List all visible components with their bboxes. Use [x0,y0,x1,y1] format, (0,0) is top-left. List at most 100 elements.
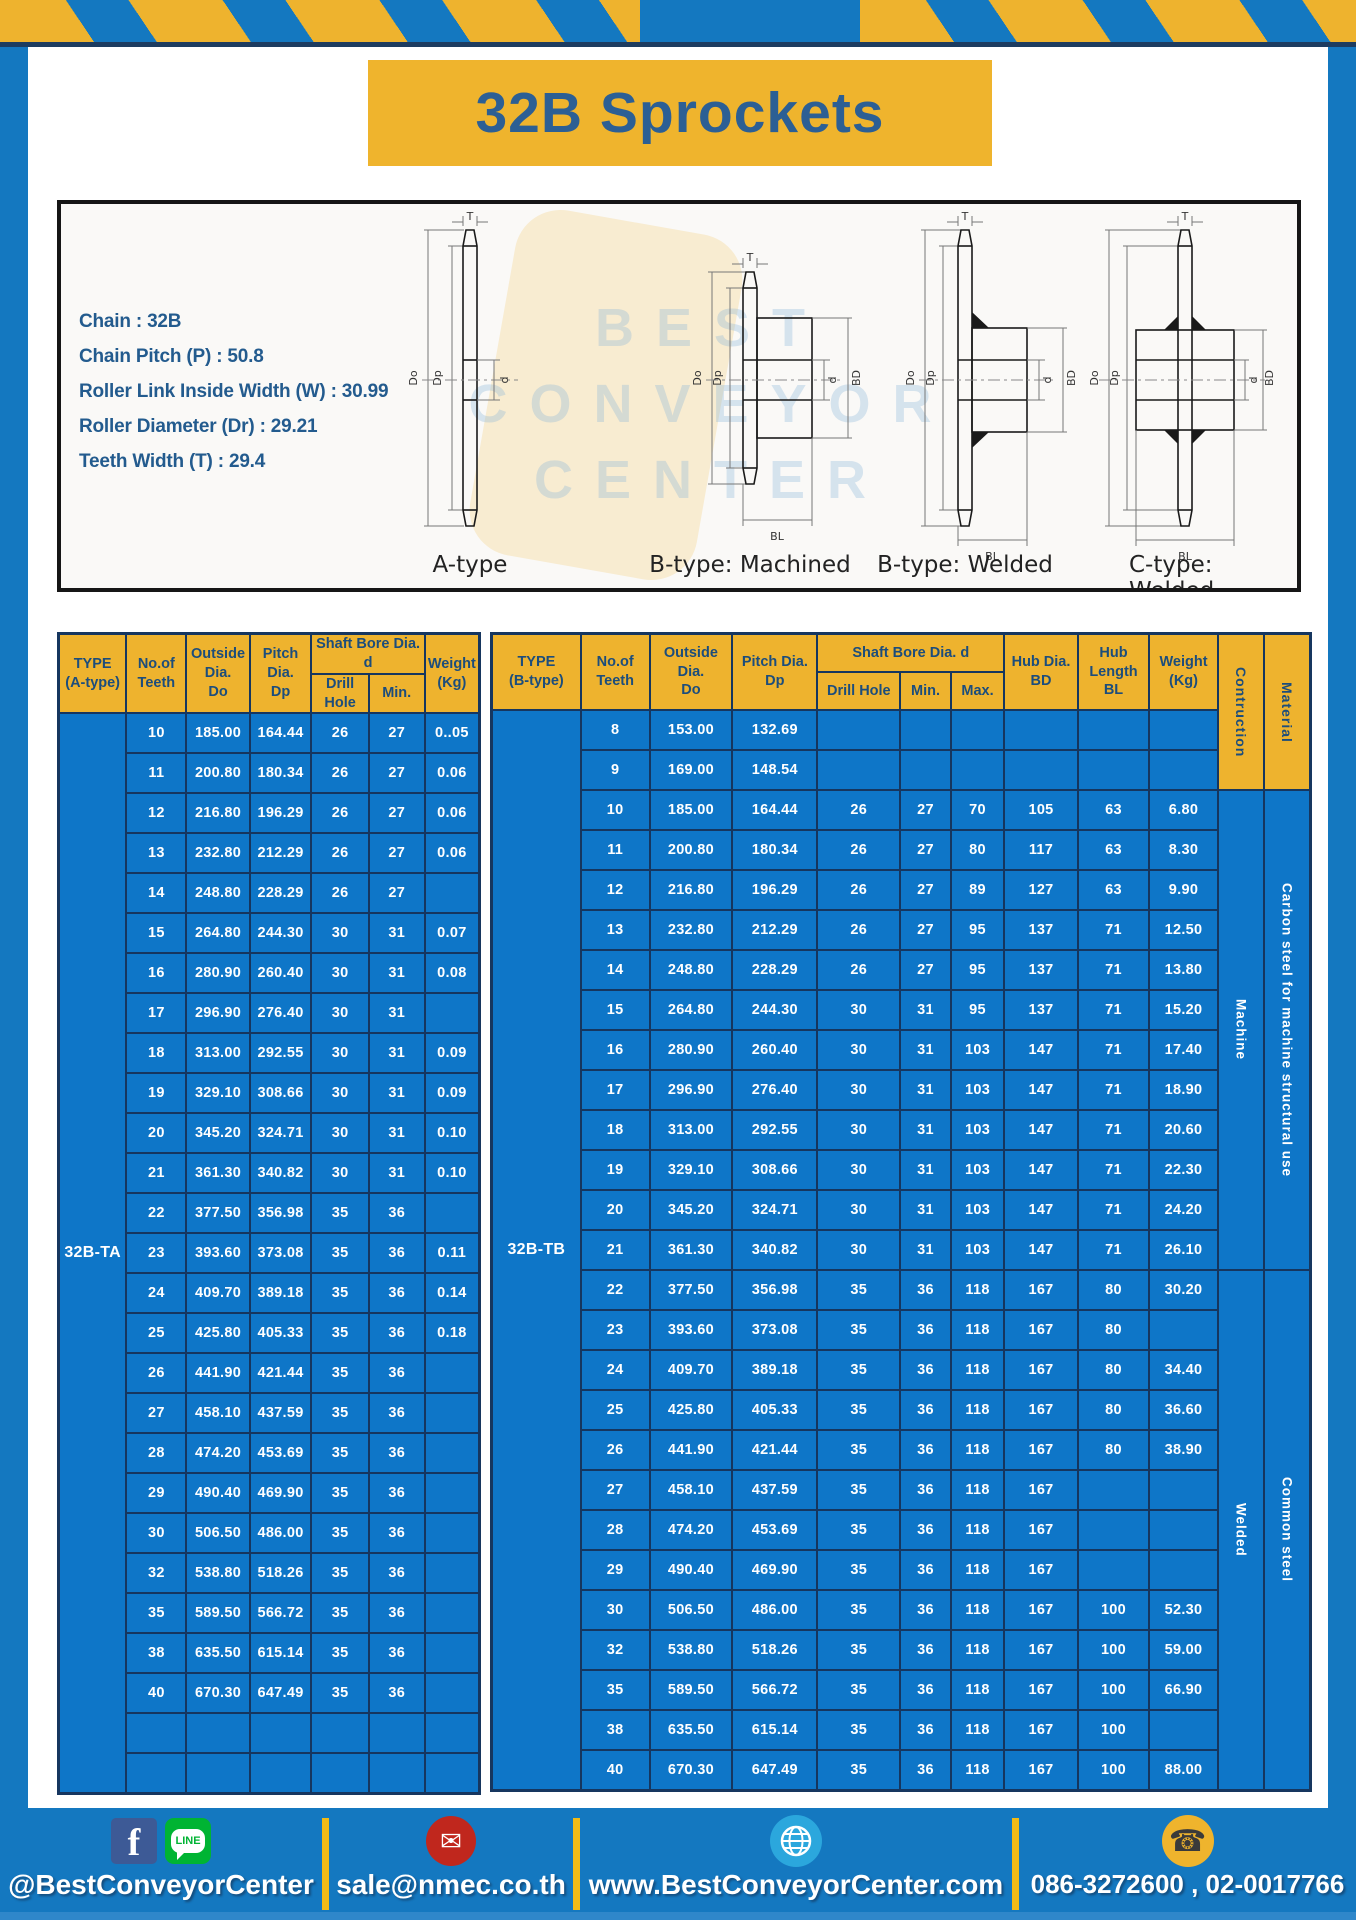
data-cell: 40 [579,1749,651,1792]
data-cell: 23 [125,1232,188,1275]
facebook-icon[interactable]: f [111,1818,157,1864]
social-handle[interactable]: @BestConveyorCenter [8,1869,314,1900]
svg-text:Dp: Dp [924,370,937,385]
data-cell: 566.72 [248,1592,313,1635]
data-cell: 196.29 [731,869,819,911]
b-type-welded-diagram: Do Dp T d BD BL [904,210,1078,563]
data-cell: 0.06 [423,752,481,795]
data-cell [1148,1509,1219,1551]
data-cell: 118 [949,1389,1006,1431]
table-row: 21 361.30 340.82 30 31 103 147 71 26.10 [492,1229,1311,1271]
data-cell [899,709,952,751]
data-cell: 31 [899,1189,952,1231]
data-cell: 31 [899,1069,952,1111]
data-cell: 469.90 [248,1472,313,1515]
data-cell: 169.00 [648,749,734,791]
right-table: TYPE (B-type) No.of Teeth Outside Dia. Do P… [490,632,1312,1792]
data-cell: 35 [816,1469,902,1511]
data-cell: 35 [816,1429,902,1471]
data-cell: 80 [1076,1429,1151,1471]
data-cell: 30 [310,1072,370,1115]
line-icon[interactable]: LINE [165,1818,211,1864]
data-cell: 35 [310,1472,370,1515]
data-cell: 11 [579,829,651,871]
data-cell: 276.40 [731,1069,819,1111]
data-cell: 63 [1076,829,1151,871]
table-row: 32 538.80 518.26 35 36 118 167 100 59.00 [492,1629,1311,1671]
data-cell: 409.70 [185,1272,251,1315]
data-cell: 95 [949,949,1006,991]
data-cell: 8.30 [1148,829,1219,871]
left-table: TYPE (A-type) No.of Teeth Outside Dia. Do P… [57,632,481,1796]
data-cell [1076,1549,1151,1591]
data-cell: 27 [125,1392,188,1435]
column-header: Hub Dia. BD [1003,632,1079,711]
data-cell: 28 [579,1509,651,1551]
table-row: 12 216.80 196.29 26 27 89 127 63 9.90 [492,869,1311,911]
data-cell: 292.55 [731,1109,819,1151]
diagram-caption-b-machined: B-type: Machined [649,552,851,578]
data-cell [1148,1709,1219,1751]
data-cell: 216.80 [185,792,251,835]
data-cell: 52.30 [1148,1589,1219,1631]
data-cell: 22 [579,1269,651,1311]
data-cell: 20.60 [1148,1109,1219,1151]
data-cell: 103 [949,1149,1006,1191]
data-cell: 167 [1003,1629,1079,1671]
data-cell: 147 [1003,1069,1079,1111]
table-row: 35 589.50 566.72 35 36 118 167 100 66.90 [492,1669,1311,1711]
c-type-welded-diagram: Do Dp T d BD BL [1088,210,1276,563]
data-cell: 35 [816,1389,902,1431]
data-cell: 506.50 [185,1512,251,1555]
data-cell [423,872,481,915]
data-cell: 35 [310,1432,370,1475]
data-cell: 27 [899,869,952,911]
column-header: Material [1263,632,1312,791]
data-cell: 647.49 [248,1672,313,1715]
data-cell: 36 [899,1709,952,1751]
data-cell [423,1352,481,1395]
email-address[interactable]: sale@nmec.co.th [336,1869,566,1900]
data-cell: 100 [1076,1629,1151,1671]
hazard-stripes-left [0,0,640,42]
data-cell: 17.40 [1148,1029,1219,1071]
data-cell: 0.06 [423,832,481,875]
data-cell: 490.40 [648,1549,734,1591]
table-row: 10 185.00 164.44 26 27 70 105 63 6.80 Machine Carb… [492,789,1312,1271]
globe-icon[interactable] [770,1815,822,1867]
website-url[interactable]: www.BestConveyorCenter.com [588,1869,1004,1900]
data-cell: 19 [125,1072,188,1115]
data-cell: 31 [367,1072,426,1115]
data-cell: 36 [367,1232,426,1275]
column-header: Pitch Dia. Dp [731,632,819,711]
data-cell: 393.60 [648,1309,734,1351]
data-cell: 71 [1076,949,1151,991]
data-cell: 22 [125,1192,188,1235]
data-cell: 248.80 [648,949,734,991]
data-cell: 27 [899,909,952,951]
phone-icon[interactable]: ☎ [1161,1815,1214,1867]
column-header: Min. [899,671,952,711]
data-cell: 30 [310,952,370,995]
svg-text:Dp: Dp [711,370,724,385]
column-header: Contruction [1216,632,1266,791]
data-cell: 421.44 [731,1429,819,1471]
data-cell: 35 [310,1512,370,1555]
data-cell: 18.90 [1148,1069,1219,1111]
mail-icon[interactable]: ✉ [426,1816,476,1866]
data-cell: 340.82 [731,1229,819,1271]
data-cell: 10 [579,789,651,831]
data-cell: 8 [579,709,651,751]
data-cell: 27 [367,832,426,875]
spec-chain: Chain : 32B [79,311,182,332]
table-row: 17 296.90 276.40 30 31 [59,992,481,1035]
table-row: 21 361.30 340.82 30 31 0.10 [59,1152,481,1195]
data-cell: 167 [1003,1349,1079,1391]
data-cell: 35 [310,1672,370,1715]
data-cell: 30 [579,1589,651,1631]
data-cell: 228.29 [248,872,313,915]
data-cell: 118 [949,1549,1006,1591]
data-cell: 21 [125,1152,188,1195]
data-cell: 29 [579,1549,651,1591]
phone-numbers[interactable]: 086-3272600 , 02-0017766 [1030,1869,1345,1899]
